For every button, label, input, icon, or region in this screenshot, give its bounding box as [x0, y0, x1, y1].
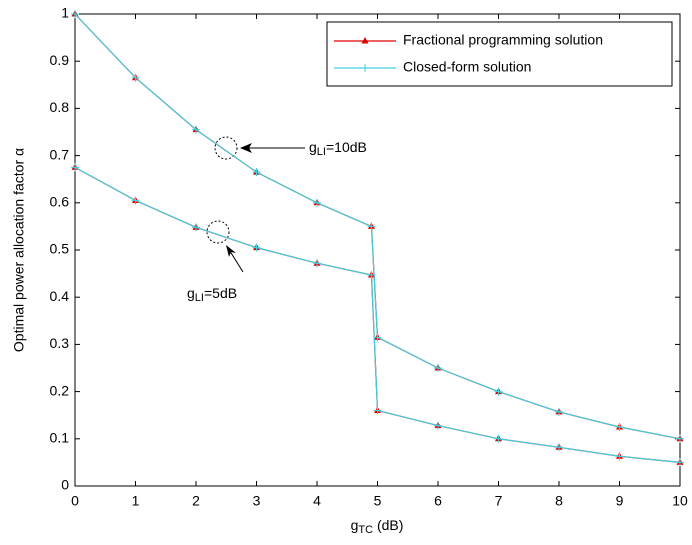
legend	[326, 21, 673, 87]
marker	[131, 73, 140, 82]
y-axis-label: Optimal power allocation factor α	[11, 148, 27, 352]
marker	[313, 259, 321, 268]
marker	[373, 406, 382, 415]
marker	[313, 198, 321, 207]
annotation-ellipse	[214, 136, 238, 160]
y-tick-label: 0.4	[50, 288, 70, 304]
legend-label: Fractional programming solution	[403, 32, 603, 48]
x-tick-label: 8	[555, 493, 563, 509]
annotation-rest: =5dB	[204, 285, 237, 301]
y-tick-label: 0.1	[50, 430, 70, 446]
x-tick-label: 4	[313, 493, 321, 509]
y-tick-label: 1	[61, 5, 69, 21]
marker	[555, 407, 563, 416]
annotation-main: g	[187, 285, 195, 301]
y-tick-label: 0.6	[50, 194, 70, 210]
x-tick-label: 6	[434, 493, 442, 509]
marker	[373, 333, 382, 342]
marker	[252, 168, 261, 177]
x-tick-label: 10	[672, 493, 688, 509]
y-tick-label: 0.8	[50, 99, 70, 115]
marker	[361, 37, 369, 44]
y-tick-label: 0.9	[50, 52, 70, 68]
x-tick-label: 3	[253, 493, 261, 509]
y-tick-label: 0.3	[50, 335, 70, 351]
y-tick-label: 0	[61, 477, 69, 493]
marker	[367, 222, 376, 231]
arrow-head	[226, 245, 236, 257]
marker	[615, 423, 624, 431]
annotation-sub: LI	[195, 292, 204, 304]
x-axis-label: gTC (dB)	[351, 517, 404, 536]
marker	[494, 387, 503, 396]
annotation-ellipse	[206, 220, 230, 244]
marker	[192, 125, 200, 134]
annotation-main: g	[309, 139, 317, 155]
annotation: gLI=5dB	[187, 285, 237, 304]
y-tick-label: 0.2	[50, 382, 70, 398]
x-tick-label: 2	[192, 493, 200, 509]
marker	[434, 421, 442, 430]
annotation-rest: =10dB	[326, 139, 367, 155]
marker	[434, 364, 442, 372]
marker	[71, 10, 79, 18]
x-label-main: g	[351, 517, 359, 533]
marker	[615, 452, 624, 461]
marker	[361, 64, 369, 72]
marker	[676, 458, 684, 467]
annotation: gLI=10dB	[309, 139, 367, 158]
x-tick-label: 5	[374, 493, 382, 509]
arrow-head	[240, 143, 252, 153]
marker	[555, 443, 563, 452]
marker	[252, 243, 261, 252]
series-line	[74, 13, 681, 440]
x-tick-label: 0	[71, 493, 79, 509]
y-tick-label: 0.7	[50, 146, 70, 162]
x-tick-label: 9	[616, 493, 624, 509]
series-line	[74, 166, 681, 463]
marker	[131, 196, 140, 205]
x-tick-label: 1	[132, 493, 140, 509]
legend-label: Closed-form solution	[403, 59, 531, 75]
x-label-rest: (dB)	[373, 517, 403, 533]
annotation-sub: LI	[317, 146, 326, 158]
marker	[494, 434, 503, 443]
marker	[676, 434, 684, 443]
x-label-sub: TC	[358, 524, 373, 536]
marker	[367, 271, 376, 280]
y-tick-label: 0.5	[50, 241, 70, 257]
marker	[192, 223, 200, 232]
marker	[71, 163, 79, 172]
x-tick-label: 7	[495, 493, 503, 509]
